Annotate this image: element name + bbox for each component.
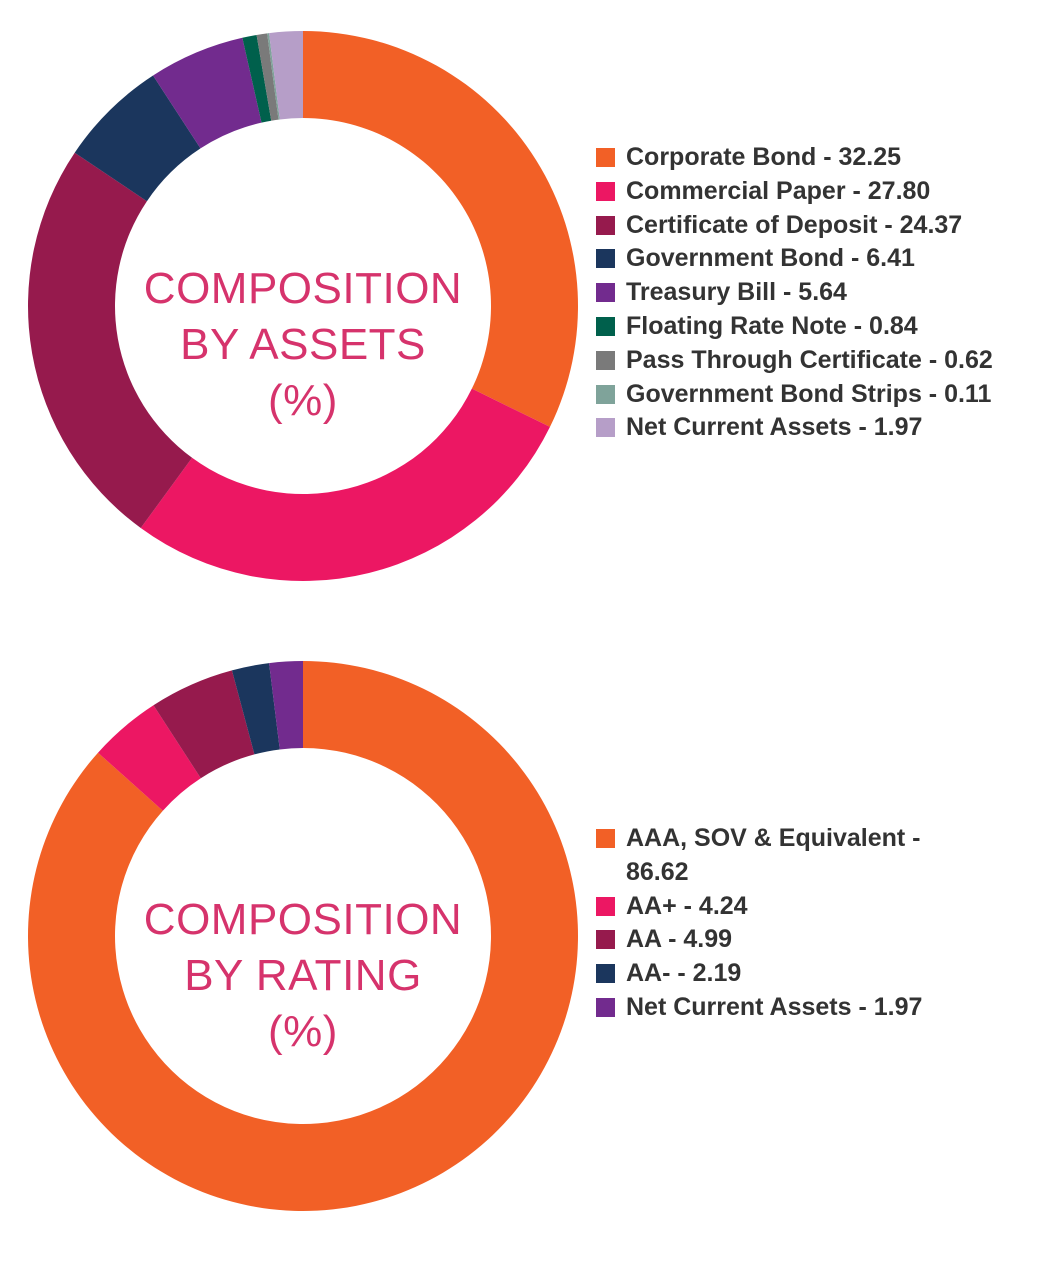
- legend-label: AA - 4.99: [626, 925, 733, 954]
- slice-aa: [153, 670, 255, 779]
- assets-center-label: COMPOSITION BY ASSETS (%): [143, 261, 463, 429]
- slice-treasury-bill: [153, 37, 262, 149]
- slice-floating-rate-note: [242, 34, 272, 123]
- legend-item: AA - 4.99: [596, 923, 966, 957]
- legend-label: Floating Rate Note - 0.84: [626, 311, 918, 340]
- legend-swatch: [596, 316, 615, 336]
- legend-label: Certificate of Deposit - 24.37: [626, 210, 963, 239]
- slice-government-bond: [74, 75, 201, 202]
- legend-swatch: [596, 181, 615, 201]
- legend-label: AA- - 2.19: [626, 959, 742, 988]
- slice-government-bond-strips: [267, 33, 280, 120]
- rating-center-label-line-1: COMPOSITION: [143, 895, 463, 944]
- legend-label: AA+ - 4.24: [626, 891, 748, 920]
- legend-item: Treasury Bill - 5.64: [596, 276, 993, 310]
- slice-aa: [97, 705, 201, 811]
- legend-label: AAA, SOV & Equivalent - 86.62: [626, 824, 921, 886]
- legend-item: Certificate of Deposit - 24.37: [596, 209, 993, 243]
- legend-swatch: [596, 418, 615, 438]
- composition-by-assets-chart: COMPOSITION BY ASSETS (%) Corporate Bond…: [0, 0, 1063, 620]
- legend-label: Net Current Assets - 1.97: [626, 413, 923, 442]
- legend-item: Government Bond - 6.41: [596, 242, 993, 276]
- assets-center-label-line-2: BY ASSETS: [180, 320, 426, 369]
- slice-pass-through-certificate: [256, 33, 279, 121]
- legend-swatch: [596, 148, 615, 167]
- legend-item: AA- - 2.19: [596, 957, 966, 991]
- legend-item: Net Current Assets - 1.97: [596, 411, 993, 445]
- assets-center-label-line-3: (%): [268, 376, 338, 425]
- legend-item: Floating Rate Note - 0.84: [596, 310, 993, 344]
- legend-label: Net Current Assets - 1.97: [626, 992, 923, 1021]
- legend-item: Net Current Assets - 1.97: [596, 991, 966, 1025]
- legend-swatch: [596, 930, 615, 950]
- legend-label: Pass Through Certificate - 0.62: [626, 345, 993, 374]
- slice-aaa-sov-equivalent: [27, 661, 578, 1211]
- legend-item: Pass Through Certificate - 0.62: [596, 344, 993, 378]
- legend-swatch: [596, 249, 615, 269]
- legend-swatch: [596, 997, 615, 1017]
- legend-item: Corporate Bond - 32.25: [596, 141, 993, 175]
- legend-swatch: [596, 896, 615, 916]
- rating-legend: AAA, SOV & Equivalent - 86.62 AA+ - 4.24…: [596, 822, 966, 1025]
- legend-label: Government Bond - 6.41: [626, 244, 915, 273]
- slice-net-current-assets: [269, 661, 303, 750]
- legend-label: Commercial Paper - 27.80: [626, 176, 931, 205]
- slice-certificate-of-deposit: [28, 152, 193, 529]
- rating-center-label-line-3: (%): [268, 1007, 338, 1056]
- slice-corporate-bond: [303, 31, 579, 427]
- legend-swatch: [596, 350, 615, 370]
- legend-label: Treasury Bill - 5.64: [626, 278, 847, 307]
- legend-item: AA+ - 4.24: [596, 890, 966, 924]
- rating-donut-chart: [27, 661, 578, 1211]
- slice-net-current-assets: [269, 31, 303, 120]
- rating-center-label-line-2: BY RATING: [184, 951, 422, 1000]
- assets-legend: Corporate Bond - 32.25 Commercial Paper …: [596, 141, 993, 445]
- slice-aa: [231, 663, 280, 755]
- legend-label: Government Bond Strips - 0.11: [626, 379, 992, 408]
- composition-by-rating-chart: COMPOSITION BY RATING (%) AAA, SOV & Equ…: [0, 630, 1063, 1250]
- legend-swatch: [596, 964, 615, 984]
- legend-swatch: [596, 215, 615, 235]
- legend-item: AAA, SOV & Equivalent - 86.62: [596, 822, 966, 890]
- assets-donut-chart: [28, 31, 579, 582]
- assets-center-label-line-1: COMPOSITION: [143, 264, 463, 313]
- rating-center-label: COMPOSITION BY RATING (%): [143, 892, 463, 1060]
- legend-swatch: [596, 829, 615, 848]
- slice-commercial-paper: [140, 388, 550, 582]
- legend-item: Commercial Paper - 27.80: [596, 175, 993, 209]
- legend-item: Government Bond Strips - 0.11: [596, 378, 993, 412]
- legend-swatch: [596, 283, 615, 303]
- legend-swatch: [596, 384, 615, 404]
- legend-label: Corporate Bond - 32.25: [626, 143, 902, 171]
